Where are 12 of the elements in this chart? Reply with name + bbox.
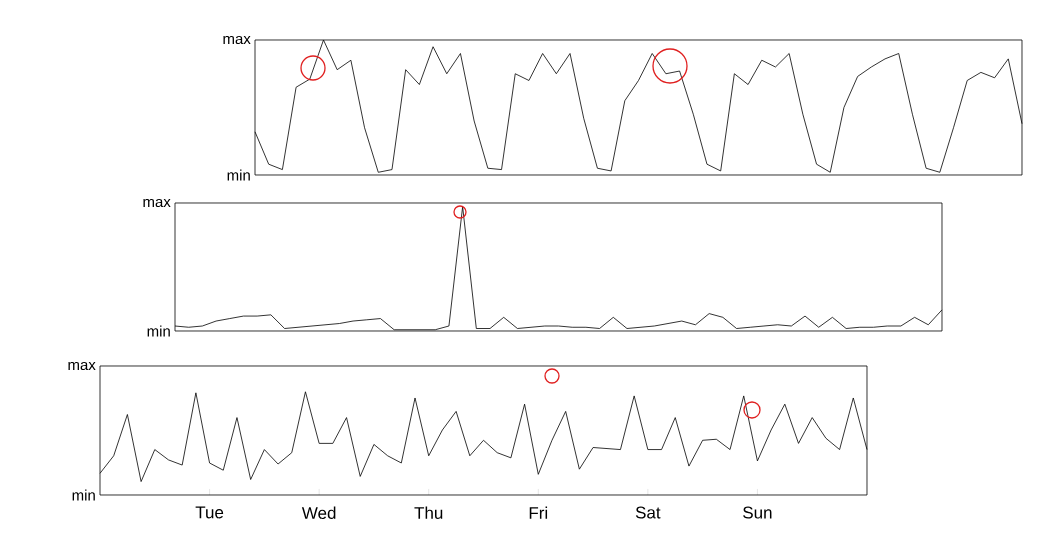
text: max — [143, 198, 171, 208]
text: min — [227, 169, 250, 181]
text: min — [147, 325, 170, 337]
x-tick-label: Thu — [414, 506, 443, 520]
x-tick-label: Sun — [743, 506, 772, 519]
x-tick-label: Tue — [195, 506, 224, 519]
x-tick-label: Sat — [635, 506, 661, 519]
text: max — [223, 35, 251, 45]
x-tick-label: Wed — [301, 506, 336, 520]
text: max — [68, 361, 96, 371]
text: min — [72, 489, 95, 501]
x-tick-label: Fri — [529, 506, 548, 519]
